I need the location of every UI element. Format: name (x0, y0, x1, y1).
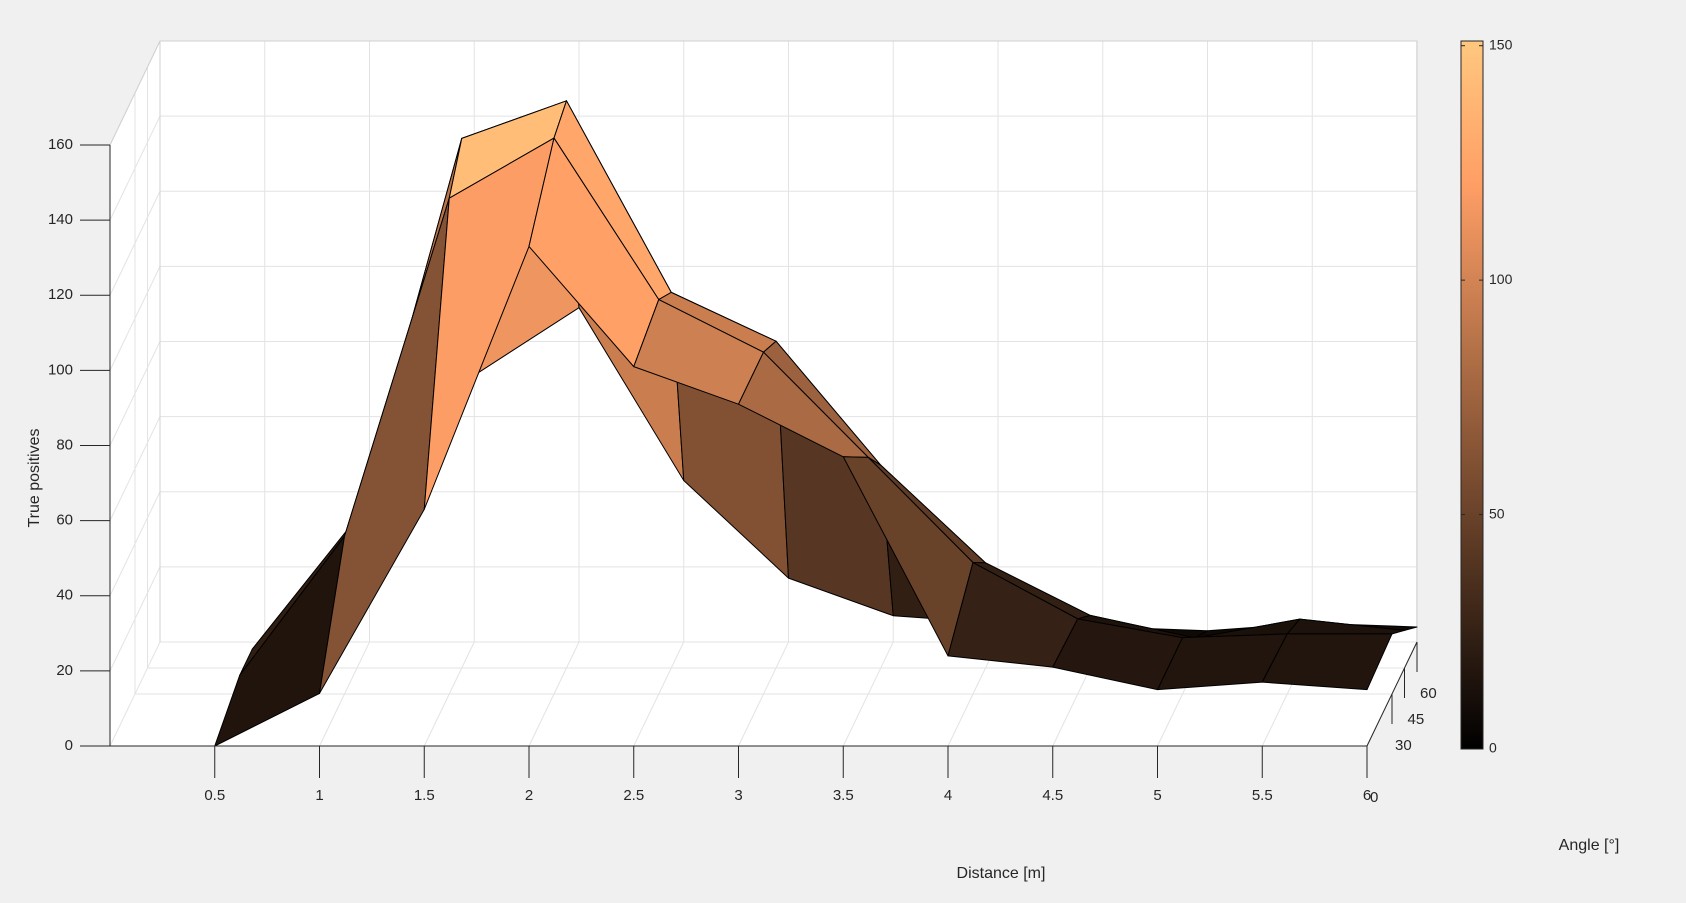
z-tick-label: 0 (65, 737, 73, 754)
z-tick-label: 100 (48, 361, 73, 378)
surface-face (1261, 633, 1393, 691)
colorbar-tick-label: 0 (1489, 740, 1497, 756)
axes-box (109, 40, 1418, 642)
colorbar: 0 50 100 150 (1460, 36, 1513, 756)
x-tick-label: 6 (1363, 787, 1371, 804)
surface (214, 100, 1418, 747)
x-axis-label: Distance [m] (957, 865, 1046, 882)
colorbar-gradient (1460, 40, 1484, 750)
z-tick-label: 160 (48, 136, 73, 153)
x-tick-label: 4.5 (1042, 787, 1063, 804)
x-tick-label: 2.5 (623, 787, 644, 804)
z-tick-label: 120 (48, 286, 73, 303)
colorbar-tick-label: 50 (1489, 505, 1505, 521)
y-tick-label: 45 (1408, 711, 1425, 728)
x-tick-label: 0.5 (204, 787, 225, 804)
y-tick-label: 0 (1370, 789, 1378, 806)
z-tick-label: 20 (56, 662, 73, 679)
colorbar-tick-label: 100 (1489, 271, 1513, 287)
z-tick-label: 40 (56, 587, 73, 604)
y-tick-label: 30 (1395, 737, 1412, 754)
x-tick-label: 1.5 (414, 787, 435, 804)
x-tick-label: 3.5 (833, 787, 854, 804)
x-tick-label: 1 (315, 787, 323, 804)
x-tick-label: 5 (1153, 787, 1161, 804)
z-tick-label: 80 (56, 436, 73, 453)
x-tick-label: 4 (944, 787, 952, 804)
y-tick-label: 60 (1420, 685, 1437, 702)
x-tick-label: 5.5 (1252, 787, 1273, 804)
colorbar-tick-label: 150 (1489, 36, 1513, 52)
z-tick-label: 60 (56, 512, 73, 529)
y-axis-label: Angle [°] (1559, 837, 1620, 854)
z-tick-label: 140 (48, 211, 73, 228)
z-axis-label: True positives (26, 429, 43, 528)
x-tick-label: 2 (525, 787, 533, 804)
x-tick-label: 3 (734, 787, 742, 804)
